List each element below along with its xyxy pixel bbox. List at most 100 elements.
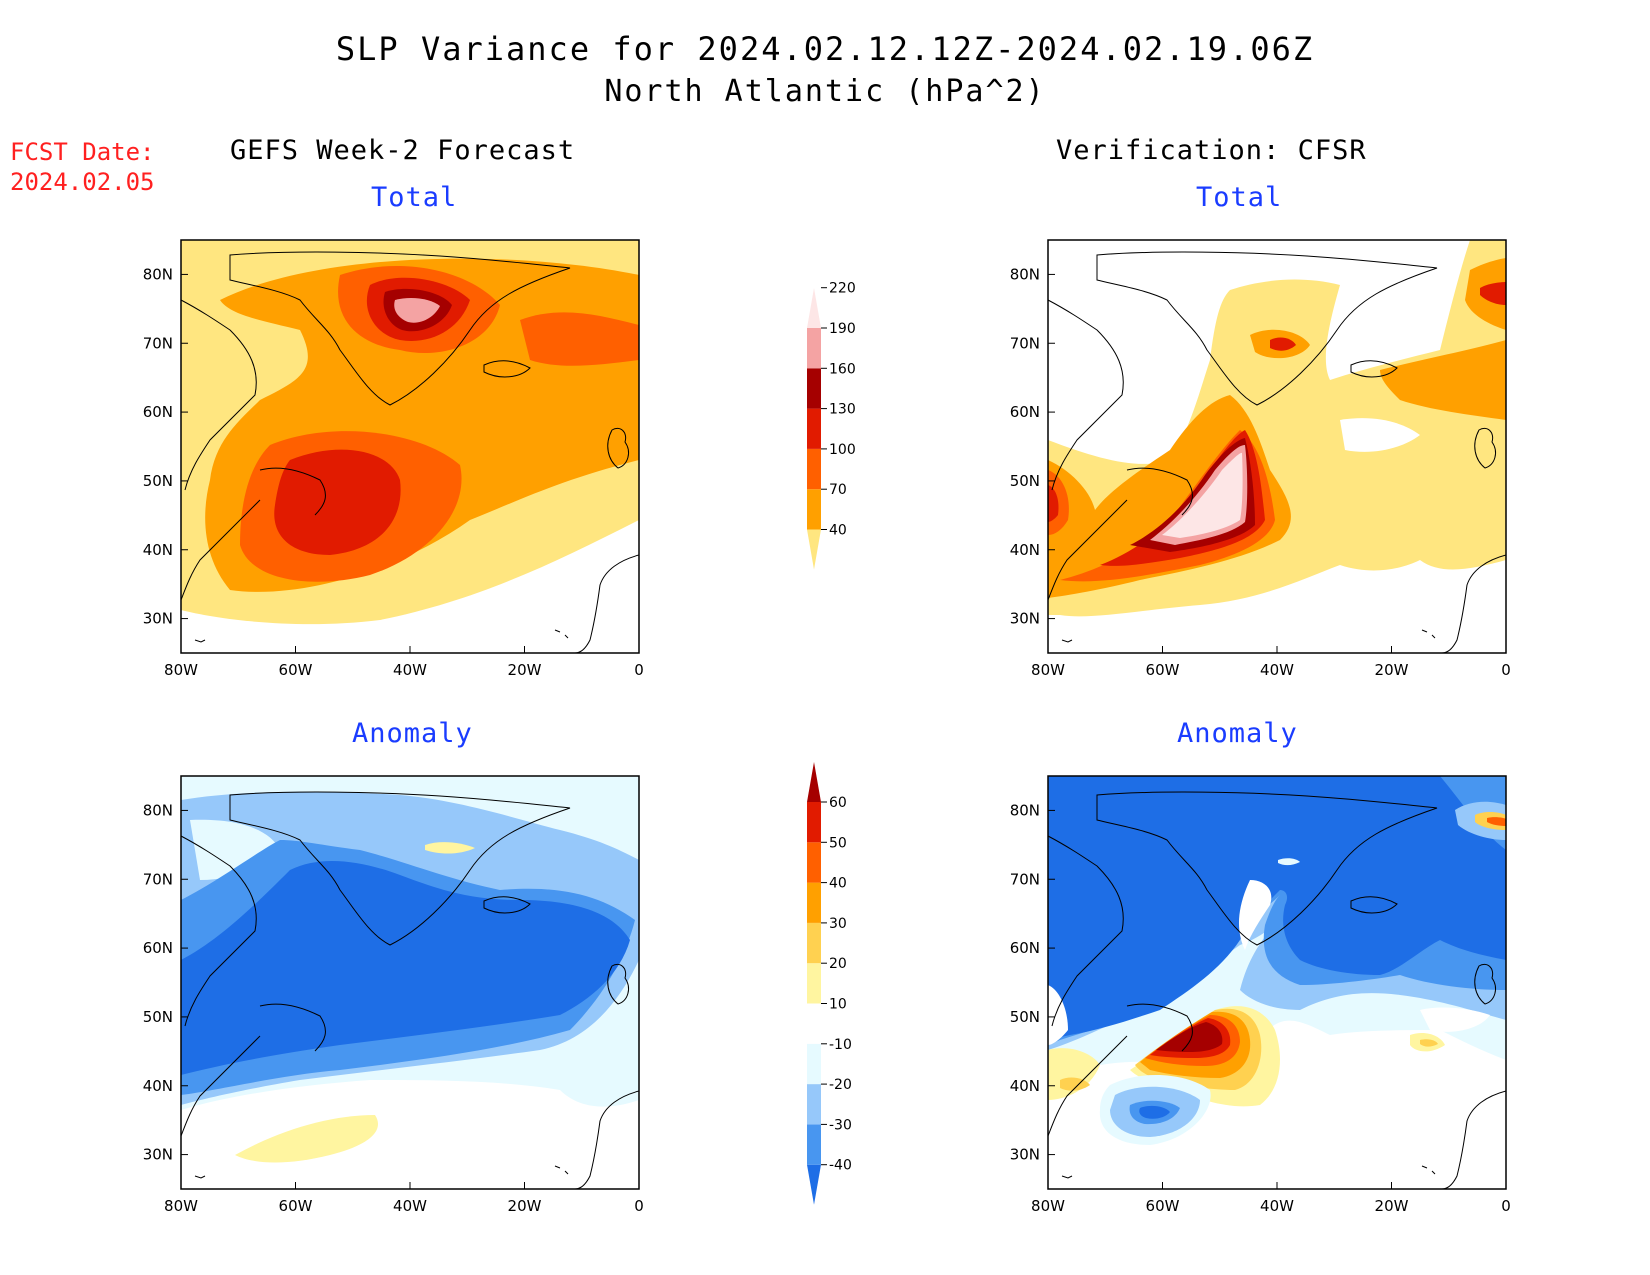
lon-tick-label: 40W: [1260, 1197, 1294, 1215]
colorbar-label: 40: [829, 876, 847, 892]
panel-label-anomaly-forecast: Anomaly: [352, 718, 473, 749]
map-total-verification: [1048, 240, 1506, 653]
axis-ticks-anomaly-forecast: 80W 60W 40W 20W 0 30N 40N 50N 60N 70N 80N: [143, 801, 644, 1215]
lon-tick-label: 20W: [508, 1197, 542, 1215]
colorbar-swatch: [807, 368, 821, 409]
colorbar-swatch: [807, 529, 821, 570]
colorbar-label: 160: [829, 361, 856, 377]
panel-label-anomaly-verification: Anomaly: [1177, 718, 1298, 749]
colorbar-label: -20: [829, 1077, 852, 1093]
lat-tick-label: 30N: [1010, 610, 1040, 628]
colorbar-label: 20: [829, 956, 847, 972]
colorbar-swatch: [807, 762, 821, 802]
lon-tick-label: 0: [1501, 1197, 1511, 1215]
lat-tick-label: 70N: [1010, 334, 1040, 352]
map-anomaly-forecast: [181, 776, 639, 1189]
panel-label-total-verification: Total: [1196, 182, 1283, 213]
colorbar-label: -40: [829, 1158, 852, 1174]
lon-tick-label: 60W: [1146, 661, 1180, 679]
lat-tick-label: 50N: [1010, 1008, 1040, 1026]
lon-tick-label: 60W: [279, 661, 313, 679]
lat-tick-label: 80N: [1010, 265, 1040, 283]
colorbar-swatch: [807, 963, 821, 1004]
lon-tick-label: 40W: [393, 661, 427, 679]
lon-tick-label: 0: [1501, 661, 1511, 679]
lat-tick-label: 40N: [1010, 1077, 1040, 1095]
lon-tick-label: 80W: [164, 1197, 198, 1215]
colorbar-label: -10: [829, 1037, 852, 1053]
lon-tick-label: 40W: [393, 1197, 427, 1215]
colorbar-swatch: [807, 448, 821, 490]
colorbar-swatch: [807, 922, 821, 964]
colorbar-label: 220: [829, 281, 856, 297]
colorbar-label: 100: [829, 442, 856, 458]
colorbar-swatch: [807, 802, 821, 843]
map-total-forecast: [181, 240, 639, 653]
lat-tick-label: 50N: [143, 472, 173, 490]
lat-tick-label: 40N: [143, 1077, 173, 1095]
colorbar-swatch: [807, 842, 821, 883]
lat-tick-label: 80N: [1010, 801, 1040, 819]
colorbar-swatch: [807, 328, 821, 369]
lon-tick-label: 20W: [1375, 1197, 1409, 1215]
lat-tick-label: 30N: [1010, 1146, 1040, 1164]
chart-subtitle: North Atlantic (hPa^2): [604, 74, 1046, 109]
fcst-date-value: 2024.02.05: [10, 168, 155, 196]
colorbar-label: -30: [829, 1117, 852, 1133]
lat-tick-label: 70N: [1010, 870, 1040, 888]
lat-tick-label: 60N: [1010, 403, 1040, 421]
colorbar-label: 50: [829, 835, 847, 851]
lat-tick-label: 80N: [143, 801, 173, 819]
axis-ticks-total-verification: 80W 60W 40W 20W 0 30N 40N 50N 60N 70N 80N: [1010, 265, 1511, 679]
colorbar-total: 40 70 100 130 160 190 220: [807, 281, 856, 570]
colorbar-swatch: [807, 408, 821, 449]
lon-tick-label: 0: [634, 661, 644, 679]
axis-ticks-total-forecast: 80W 60W 40W 20W 0 30N 40N 50N 60N 70N 80N: [143, 265, 644, 679]
lat-tick-label: 40N: [1010, 541, 1040, 559]
colorbar-label: 70: [829, 482, 847, 498]
axis-ticks-anomaly-verification: 80W 60W 40W 20W 0 30N 40N 50N 60N 70N 80N: [1010, 801, 1511, 1215]
lon-tick-label: 40W: [1260, 661, 1294, 679]
colorbar-label: 190: [829, 321, 856, 337]
lat-tick-label: 70N: [143, 870, 173, 888]
lon-tick-label: 80W: [164, 661, 198, 679]
lon-tick-label: 80W: [1031, 661, 1065, 679]
lat-tick-label: 70N: [143, 334, 173, 352]
chart-title: SLP Variance for 2024.02.12.12Z-2024.02.…: [335, 30, 1315, 68]
lon-tick-label: 60W: [1146, 1197, 1180, 1215]
colorbar-swatch: [807, 489, 821, 530]
colorbar-label: 130: [829, 402, 856, 418]
colorbar-swatch: [807, 288, 821, 328]
colorbar-swatch: [807, 882, 821, 923]
lon-tick-label: 60W: [279, 1197, 313, 1215]
lat-tick-label: 40N: [143, 541, 173, 559]
lat-tick-label: 30N: [143, 1146, 173, 1164]
colorbar-swatch: [807, 1043, 821, 1085]
column-heading-verification: Verification: CFSR: [1056, 135, 1367, 166]
colorbar-label: 30: [829, 916, 847, 932]
colorbar-label: 40: [829, 523, 847, 539]
lon-tick-label: 20W: [508, 661, 542, 679]
fcst-date-label: FCST Date:: [10, 138, 155, 166]
lon-tick-label: 80W: [1031, 1197, 1065, 1215]
lon-tick-label: 0: [634, 1197, 644, 1215]
lat-tick-label: 50N: [143, 1008, 173, 1026]
lat-tick-label: 80N: [143, 265, 173, 283]
colorbar-swatch: [807, 1003, 821, 1044]
colorbar-swatch: [807, 1164, 821, 1205]
colorbar-anomaly: -40 -30 -20 -10 10 20 30 40 50 60: [807, 762, 852, 1205]
lat-tick-label: 60N: [1010, 939, 1040, 957]
lat-tick-label: 60N: [143, 403, 173, 421]
colorbar-label: 10: [829, 997, 847, 1013]
lon-tick-label: 20W: [1375, 661, 1409, 679]
panel-label-total-forecast: Total: [371, 182, 458, 213]
column-heading-forecast: GEFS Week-2 Forecast: [230, 135, 576, 166]
lat-tick-label: 60N: [143, 939, 173, 957]
map-anomaly-verification: [1048, 776, 1506, 1189]
colorbar-swatch: [807, 1124, 821, 1165]
lat-tick-label: 30N: [143, 610, 173, 628]
colorbar-swatch: [807, 1084, 821, 1125]
lat-tick-label: 50N: [1010, 472, 1040, 490]
colorbar-label: 60: [829, 795, 847, 811]
